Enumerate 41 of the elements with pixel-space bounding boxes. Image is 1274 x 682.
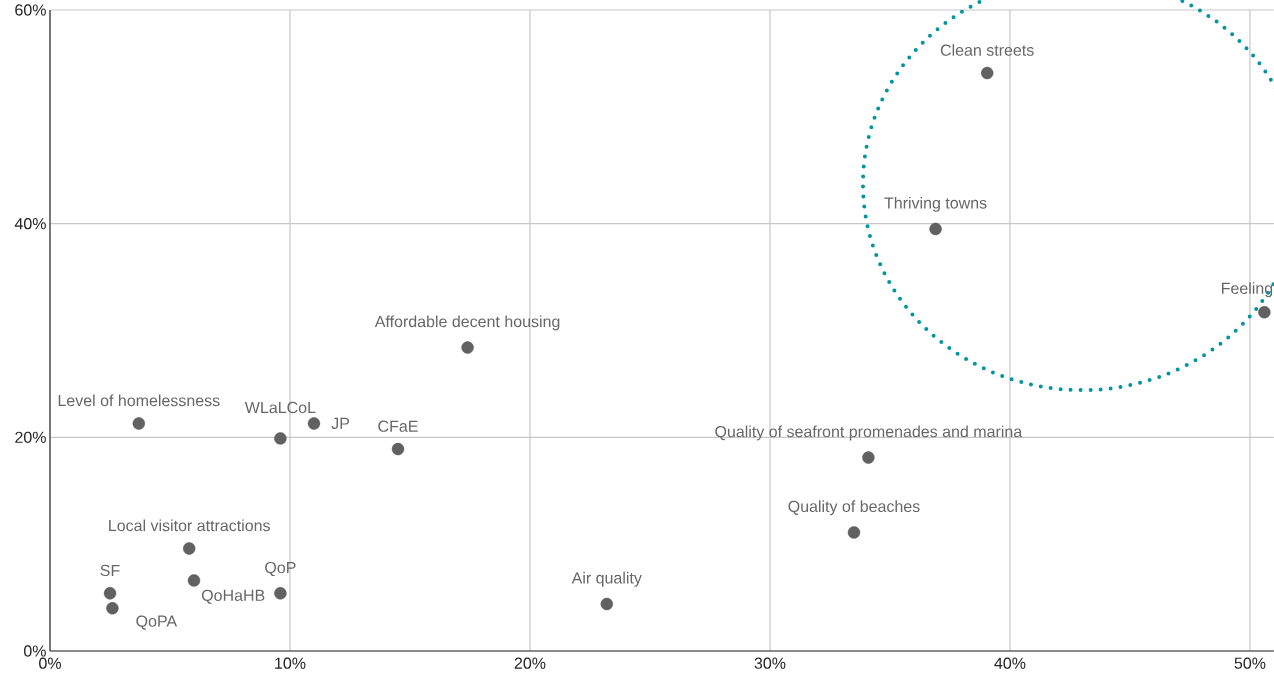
y-tick-label: 60% [15,4,46,16]
point [929,222,942,236]
x-tick-label: 20% [514,657,546,669]
annotation: Local visitor attractions [109,519,270,532]
y-tick-label: 20% [15,431,46,443]
annotation: Level of homelessness [58,394,220,407]
annotation: Quality of beaches [788,500,920,516]
annotation: CFaE [378,420,418,432]
point [600,597,613,611]
x-tick-label: 30% [754,657,786,669]
point [862,451,875,464]
point [274,587,287,600]
annotation: Clean streets [940,44,1034,56]
point [132,417,146,430]
annotation: Thriving towns [884,196,987,212]
annotation: Quality of seafront promenades and marina [715,425,1023,441]
y-tick-label: 40% [14,218,46,230]
annotation: QoP [265,561,296,577]
annotation: QoPA [136,615,178,630]
point [391,442,405,456]
point [106,602,119,615]
point [461,341,474,354]
y-tick-label: 0% [23,645,46,657]
x-tick-label: 0% [39,657,62,669]
point [187,574,201,587]
x-tick-label: 10% [275,657,306,669]
annotation: Air quality [571,571,642,587]
point [103,587,117,600]
annotation: Feeling [1221,282,1273,298]
point [307,417,321,430]
annotation: Affordable decent housing [374,315,560,331]
annotation: JP [331,417,350,430]
point [847,526,861,539]
x-tick-label: 50% [1234,657,1266,669]
point [183,542,196,555]
point [980,66,994,80]
annotation: WLaLCoL [244,401,316,414]
x-tick-label: 40% [994,657,1026,669]
annotation: QoHaHB [201,589,265,604]
point [274,432,287,445]
annotation: SF [100,564,120,577]
